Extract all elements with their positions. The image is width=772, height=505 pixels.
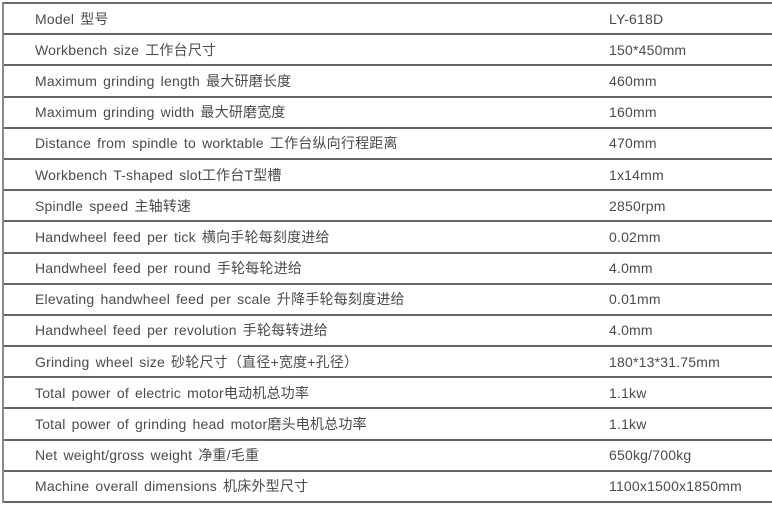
spec-label: Model 型号 bbox=[35, 10, 109, 27]
spec-row: Net weight/gross weight 净重/毛重 650kg/700kg bbox=[4, 440, 772, 472]
spec-label: Workbench T-shaped slot工作台T型槽 bbox=[35, 166, 282, 183]
spec-row: Total power of grinding head motor磨头电机总功… bbox=[4, 409, 772, 441]
spec-row: Handwheel feed per tick 横向手轮每刻度进给 0.02mm bbox=[4, 222, 772, 254]
spec-row: Maximum grinding length 最大研磨长度 460mm bbox=[4, 66, 772, 98]
spec-value: 1100x1500x1850mm bbox=[609, 478, 742, 495]
spec-value: 2850rpm bbox=[609, 197, 666, 214]
spec-row: Workbench size 工作台尺寸 150*450mm bbox=[4, 35, 772, 67]
spec-label: Handwheel feed per round 手轮每轮进给 bbox=[35, 260, 303, 277]
spec-label: Total power of electric motor电动机总功率 bbox=[35, 384, 310, 401]
spec-value: 0.01mm bbox=[609, 291, 661, 308]
spec-row: Grinding wheel size 砂轮尺寸（直径+宽度+孔径） 180*13… bbox=[4, 347, 772, 379]
spec-label: Machine overall dimensions 机床外型尺寸 bbox=[35, 478, 309, 495]
spec-value: 1x14mm bbox=[609, 166, 664, 183]
spec-row: Total power of electric motor电动机总功率 1.1kw bbox=[4, 378, 772, 410]
spec-row: Handwheel feed per round 手轮每轮进给 4.0mm bbox=[4, 253, 772, 285]
spec-label: Elevating handwheel feed per scale 升降手轮每… bbox=[35, 291, 405, 308]
spec-label: Handwheel feed per tick 横向手轮每刻度进给 bbox=[35, 228, 330, 245]
spec-row: Distance from spindle to worktable 工作台纵向… bbox=[4, 128, 772, 160]
spec-label: Maximum grinding width 最大研磨宽度 bbox=[35, 104, 286, 121]
spec-row: Workbench T-shaped slot工作台T型槽 1x14mm bbox=[4, 159, 772, 192]
spec-label: Spindle speed 主轴转速 bbox=[35, 197, 192, 214]
spec-row: Maximum grinding width 最大研磨宽度 160mm bbox=[4, 97, 772, 129]
spec-value: 650kg/700kg bbox=[609, 447, 692, 464]
spec-value: 160mm bbox=[609, 104, 657, 121]
spec-label: Maximum grinding length 最大研磨长度 bbox=[35, 72, 292, 89]
spec-row: Handwheel feed per revolution 手轮每转进给 4.0m… bbox=[4, 315, 772, 348]
spec-row: Machine overall dimensions 机床外型尺寸 1100x15… bbox=[4, 471, 772, 503]
spec-value: 1.1kw bbox=[609, 384, 647, 401]
spec-value: 4.0mm bbox=[609, 322, 653, 339]
spec-label: Total power of grinding head motor磨头电机总功… bbox=[35, 416, 367, 433]
spec-row: Model 型号 LY-618D bbox=[4, 4, 772, 36]
spec-value: 150*450mm bbox=[609, 41, 687, 58]
spec-value: 460mm bbox=[609, 72, 657, 89]
spec-value: 470mm bbox=[609, 135, 657, 152]
spec-row: Elevating handwheel feed per scale 升降手轮每… bbox=[4, 284, 772, 316]
spec-label: Grinding wheel size 砂轮尺寸（直径+宽度+孔径） bbox=[35, 353, 359, 370]
spec-value: 180*13*31.75mm bbox=[609, 353, 720, 370]
spec-label: Distance from spindle to worktable 工作台纵向… bbox=[35, 135, 398, 152]
spec-value: LY-618D bbox=[609, 10, 664, 27]
spec-row: Spindle speed 主轴转速 2850rpm bbox=[4, 191, 772, 223]
spec-label: Net weight/gross weight 净重/毛重 bbox=[35, 447, 260, 464]
spec-label: Workbench size 工作台尺寸 bbox=[35, 41, 217, 58]
spec-value: 4.0mm bbox=[609, 260, 653, 277]
spec-value: 1.1kw bbox=[609, 416, 647, 433]
spec-value: 0.02mm bbox=[609, 228, 661, 245]
spec-label: Handwheel feed per revolution 手轮每转进给 bbox=[35, 322, 328, 339]
